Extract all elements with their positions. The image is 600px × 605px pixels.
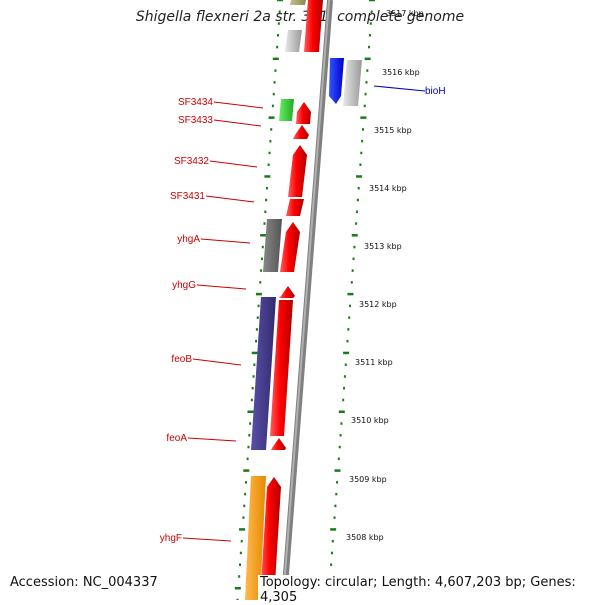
- gene-name: feoA: [166, 433, 187, 444]
- gene-label-feoA: feoA: [166, 433, 237, 444]
- kbp-label: 3515 kbp: [374, 126, 412, 135]
- cds-arrow: [288, 145, 307, 197]
- kbp-label: 3509 kbp: [349, 475, 387, 484]
- gene-name: bioH: [425, 86, 446, 97]
- feature-orange-yhgf: [245, 476, 266, 600]
- gene-name: SF3431: [170, 191, 205, 202]
- genome-backbone-highlight: [282, 0, 330, 600]
- feature-olive: [290, 0, 306, 5]
- feature-silver-bioh: [343, 60, 362, 106]
- gene-label-SF3431: SF3431: [170, 191, 255, 203]
- leader-line: [205, 195, 255, 203]
- gene-labels: SF3434 SF3433 SF3432 SF3431 yhgA yhgG feoB feoA…: [160, 85, 446, 544]
- leader-line: [200, 238, 251, 244]
- kbp-label: 3511 kbp: [355, 358, 393, 367]
- cds-arrow: [280, 222, 300, 272]
- leader-line: [213, 101, 264, 109]
- kbp-label: 3513 kbp: [364, 242, 402, 251]
- gene-name: yhgF: [160, 533, 182, 544]
- leader-line: [192, 358, 242, 366]
- gene-label-bioH: bioH: [373, 85, 446, 97]
- feature-silver-upper: [285, 30, 302, 52]
- leader-line: [209, 160, 258, 168]
- feature-blue-biohm: [329, 58, 344, 104]
- gene-label-yhgG: yhgG: [172, 280, 247, 291]
- leader-line: [196, 284, 247, 290]
- cds-arrow: [279, 286, 295, 298]
- gene-label-SF3433: SF3433: [178, 115, 262, 127]
- cds-arrows: [260, 102, 311, 600]
- leader-line: [213, 119, 262, 127]
- kbp-label: 3508 kbp: [346, 533, 384, 542]
- leader-line: [182, 537, 232, 542]
- gene-name: SF3432: [174, 156, 209, 167]
- map-title: Shigella flexneri 2a str. 301, complete …: [135, 9, 465, 25]
- cds-arrow: [293, 125, 309, 139]
- kbp-label: 3514 kbp: [369, 184, 407, 193]
- gene-name: SF3433: [178, 115, 213, 126]
- kbp-label: 3510 kbp: [351, 416, 389, 425]
- cds-arrow: [260, 477, 281, 600]
- gene-label-yhgF: yhgF: [160, 533, 232, 544]
- gene-name: SF3434: [178, 97, 213, 108]
- gene-label-SF3432: SF3432: [174, 156, 258, 168]
- kbp-label: 3517 kbp: [386, 9, 424, 18]
- leader-line: [187, 437, 237, 442]
- feature-green-sf3434: [279, 99, 294, 121]
- cds-arrow: [296, 102, 311, 124]
- gene-label-yhgA: yhgA: [177, 234, 251, 245]
- cds-arrow: [270, 300, 293, 436]
- kbp-label: 3512 kbp: [359, 300, 397, 309]
- kbp-labels: 3517 kbp 3516 kbp 3515 kbp 3514 kbp 3513 kbp…: [346, 9, 424, 542]
- feature-gray-yhga: [263, 219, 282, 272]
- gene-name: yhgG: [172, 280, 196, 291]
- feature-red-top: [304, 0, 323, 52]
- gene-label-feoB: feoB: [171, 354, 242, 366]
- kbp-label: 3516 kbp: [382, 68, 420, 77]
- leader-line: [373, 85, 426, 92]
- cds-arrow: [286, 199, 304, 216]
- feature-purple-feob: [251, 297, 276, 450]
- accession-label: Accession: NC_004337: [8, 575, 160, 590]
- gene-label-SF3434: SF3434: [178, 97, 264, 109]
- cds-arrow: [271, 438, 286, 450]
- gene-name: yhgA: [177, 234, 200, 245]
- topology-label: Topology: circular; Length: 4,607,203 bp…: [258, 575, 600, 605]
- gene-name: feoB: [171, 354, 192, 365]
